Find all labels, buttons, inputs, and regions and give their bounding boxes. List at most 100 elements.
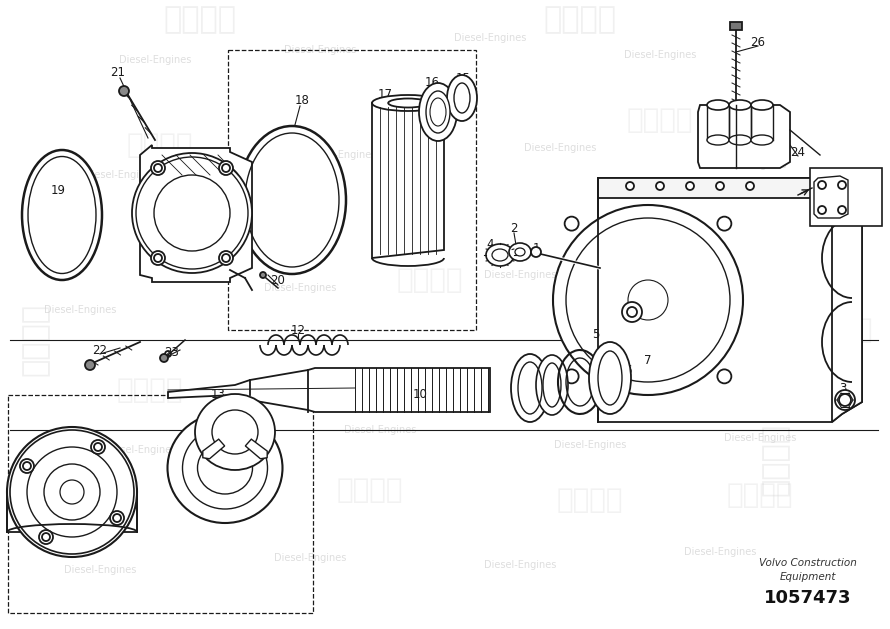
Ellipse shape bbox=[515, 248, 525, 256]
Circle shape bbox=[622, 302, 642, 322]
Bar bbox=[810, 168, 882, 226]
Ellipse shape bbox=[372, 95, 444, 111]
Text: 6: 6 bbox=[624, 364, 632, 377]
Text: 22: 22 bbox=[93, 343, 108, 357]
Text: 紧发动力: 紧发动力 bbox=[117, 376, 183, 404]
Text: 12: 12 bbox=[290, 323, 305, 337]
Text: 21: 21 bbox=[110, 65, 125, 79]
Polygon shape bbox=[246, 439, 267, 459]
Text: 16: 16 bbox=[425, 75, 440, 89]
Text: 紧发动力: 紧发动力 bbox=[126, 131, 193, 159]
Text: 3: 3 bbox=[839, 382, 846, 394]
Text: Diesel-Engines: Diesel-Engines bbox=[284, 45, 356, 55]
Polygon shape bbox=[372, 95, 444, 258]
Text: 紧发动力: 紧发动力 bbox=[164, 6, 237, 35]
Polygon shape bbox=[140, 145, 252, 282]
Text: 紧发动力: 紧发动力 bbox=[544, 6, 617, 35]
Circle shape bbox=[838, 206, 846, 214]
Text: 25: 25 bbox=[821, 189, 836, 201]
Ellipse shape bbox=[729, 100, 751, 110]
Text: 紧发动力: 紧发动力 bbox=[806, 316, 873, 344]
Polygon shape bbox=[698, 105, 790, 168]
Text: Diesel-Engines: Diesel-Engines bbox=[44, 305, 117, 315]
Circle shape bbox=[39, 530, 53, 544]
Text: 8: 8 bbox=[614, 379, 622, 391]
Text: Diesel-Engines: Diesel-Engines bbox=[263, 283, 336, 293]
Text: 5: 5 bbox=[593, 328, 600, 342]
Text: Diesel-Engines: Diesel-Engines bbox=[484, 270, 556, 280]
Text: Diesel-Engines: Diesel-Engines bbox=[684, 547, 756, 557]
Text: 18: 18 bbox=[295, 94, 310, 106]
Text: Diesel-Engines: Diesel-Engines bbox=[484, 560, 556, 570]
Text: 1057473: 1057473 bbox=[765, 589, 852, 607]
Text: 紧发动力: 紧发动力 bbox=[756, 264, 784, 337]
Ellipse shape bbox=[509, 243, 531, 261]
Text: Diesel-Engines: Diesel-Engines bbox=[64, 565, 136, 575]
Text: 紧发动力: 紧发动力 bbox=[557, 486, 623, 514]
Circle shape bbox=[835, 390, 855, 410]
Text: 2: 2 bbox=[510, 221, 518, 235]
Text: 9: 9 bbox=[595, 389, 602, 401]
Ellipse shape bbox=[751, 135, 773, 145]
Circle shape bbox=[132, 153, 252, 273]
Polygon shape bbox=[598, 178, 862, 422]
Circle shape bbox=[553, 205, 743, 395]
Bar bbox=[730, 22, 742, 30]
Circle shape bbox=[219, 251, 233, 265]
Text: Diesel-Engines: Diesel-Engines bbox=[84, 170, 156, 180]
Text: 7: 7 bbox=[644, 353, 651, 367]
Text: 14: 14 bbox=[80, 438, 95, 452]
Ellipse shape bbox=[486, 244, 514, 266]
Polygon shape bbox=[203, 439, 224, 459]
Text: 17: 17 bbox=[377, 89, 392, 101]
Text: 紧发动力: 紧发动力 bbox=[20, 304, 50, 377]
Circle shape bbox=[7, 427, 137, 557]
Text: 紧发动力: 紧发动力 bbox=[760, 423, 789, 496]
Polygon shape bbox=[168, 368, 490, 412]
Text: 23: 23 bbox=[165, 345, 180, 359]
Circle shape bbox=[85, 360, 95, 370]
Circle shape bbox=[91, 440, 105, 454]
Ellipse shape bbox=[729, 135, 751, 145]
Ellipse shape bbox=[707, 100, 729, 110]
Ellipse shape bbox=[589, 342, 631, 414]
Text: Diesel-Engines: Diesel-Engines bbox=[274, 553, 346, 563]
Polygon shape bbox=[7, 492, 137, 532]
Text: Diesel-Engines: Diesel-Engines bbox=[714, 160, 786, 170]
Text: 紧发动力: 紧发动力 bbox=[397, 266, 464, 294]
Circle shape bbox=[746, 182, 754, 190]
Circle shape bbox=[818, 206, 826, 214]
Circle shape bbox=[151, 161, 165, 175]
Ellipse shape bbox=[195, 394, 275, 470]
Ellipse shape bbox=[511, 354, 549, 422]
Text: 紧发动力: 紧发动力 bbox=[727, 481, 793, 509]
Text: Diesel-Engines: Diesel-Engines bbox=[118, 55, 191, 65]
Ellipse shape bbox=[707, 135, 729, 145]
Polygon shape bbox=[832, 178, 862, 422]
Circle shape bbox=[717, 216, 732, 231]
Ellipse shape bbox=[454, 83, 470, 113]
Circle shape bbox=[110, 511, 124, 525]
Text: 20: 20 bbox=[271, 274, 286, 286]
Text: 19: 19 bbox=[51, 184, 66, 196]
Text: Diesel-Engines: Diesel-Engines bbox=[454, 33, 526, 43]
Circle shape bbox=[531, 247, 541, 257]
Circle shape bbox=[20, 459, 34, 473]
Text: 紧发动力: 紧发动力 bbox=[15, 454, 44, 526]
Ellipse shape bbox=[212, 410, 258, 454]
Bar bbox=[8, 395, 313, 613]
Text: 24: 24 bbox=[790, 145, 805, 159]
Circle shape bbox=[160, 354, 168, 362]
Circle shape bbox=[716, 182, 724, 190]
Ellipse shape bbox=[167, 413, 282, 523]
Circle shape bbox=[119, 86, 129, 96]
Text: 15: 15 bbox=[456, 72, 471, 84]
Ellipse shape bbox=[238, 126, 346, 274]
Circle shape bbox=[151, 251, 165, 265]
Circle shape bbox=[626, 182, 634, 190]
Text: Diesel-Engines: Diesel-Engines bbox=[624, 50, 696, 60]
Ellipse shape bbox=[426, 91, 450, 133]
Text: 紧发动力: 紧发动力 bbox=[336, 476, 403, 504]
Ellipse shape bbox=[536, 355, 568, 415]
Text: 13: 13 bbox=[211, 389, 225, 401]
